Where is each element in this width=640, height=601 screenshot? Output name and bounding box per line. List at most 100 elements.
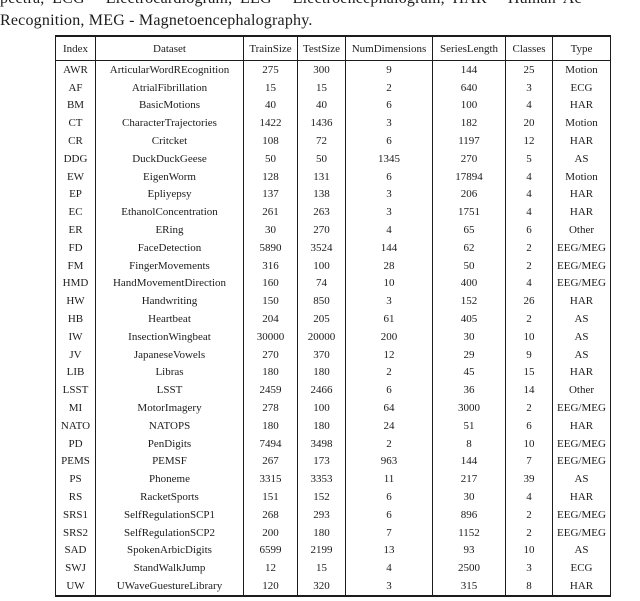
table-cell: PenDigits — [95, 434, 244, 453]
table-cell: HandMovementDirection — [95, 274, 244, 293]
table-cell: Other — [552, 381, 611, 400]
caption-abbreviations-line2: Recognition, MEG - Magnetoencephalograph… — [0, 12, 313, 29]
table-cell: ER — [55, 221, 96, 239]
table-cell: 26 — [505, 292, 553, 311]
table-cell: 180 — [297, 523, 346, 542]
column-header-type: Type — [552, 36, 611, 61]
table-cell: 10 — [505, 327, 553, 346]
table-cell: 15 — [505, 363, 553, 382]
table-cell: 2 — [505, 238, 553, 257]
table-cell: 12 — [345, 345, 433, 364]
table-row: PEMS PEMSF 267 173 963 144 7 EEG/MEG — [55, 452, 611, 471]
table-row: LIB Libras 180 180 2 45 15 HAR — [55, 363, 611, 382]
table-row: MI MotorImagery 278 100 64 3000 2 EEG/MEG — [55, 399, 611, 417]
table-header-row: Index Dataset TrainSize TestSize NumDime… — [55, 36, 611, 61]
table-cell: 100 — [432, 96, 506, 115]
table-cell: 51 — [432, 416, 506, 435]
table-cell: RS — [55, 488, 96, 506]
table-cell: HAR — [552, 185, 611, 204]
table-cell: 182 — [432, 114, 506, 133]
table-cell: 7494 — [243, 434, 298, 453]
table-cell: 206 — [432, 185, 506, 204]
table-cell: JV — [55, 345, 96, 364]
table-cell: AtrialFibrillation — [95, 78, 244, 97]
table-cell: 6 — [505, 221, 553, 239]
table-cell: 2 — [505, 399, 553, 417]
table-cell: 50 — [297, 149, 346, 168]
table-cell: HAR — [552, 96, 611, 115]
table-cell: 3 — [345, 185, 433, 204]
table-cell: 160 — [243, 274, 298, 293]
table-cell: HAR — [552, 416, 611, 435]
table-row: AF AtrialFibrillation 15 15 2 640 3 ECG — [55, 78, 611, 97]
table-cell: AS — [552, 149, 611, 168]
table-cell: EEG/MEG — [552, 505, 611, 524]
table-cell: AF — [55, 78, 96, 97]
table-cell: NATO — [55, 416, 96, 435]
table-cell: 100 — [297, 399, 346, 417]
table-cell: HAR — [552, 292, 611, 311]
table-cell: EC — [55, 203, 96, 222]
table-cell: 10 — [505, 541, 553, 560]
table-row: CR Critcket 108 72 6 1197 12 HAR — [55, 132, 611, 150]
table-cell: BasicMotions — [95, 96, 244, 115]
table-cell: 3 — [345, 114, 433, 133]
caption-abbreviations-line1: pectra, ECG - Electrocardiogram, EEG - E… — [0, 0, 582, 8]
table-cell: 128 — [243, 167, 298, 186]
table-cell: 3524 — [297, 238, 346, 257]
table-cell: 5 — [505, 149, 553, 168]
table-cell: 850 — [297, 292, 346, 311]
table-cell: ArticularWordREcognition — [95, 60, 244, 79]
table-cell: EthanolConcentration — [95, 203, 244, 222]
table-cell: 2 — [345, 434, 433, 453]
table-row: EW EigenWorm 128 131 6 17894 4 Motion — [55, 167, 611, 186]
table-cell: ERing — [95, 221, 244, 239]
column-header-classes: Classes — [505, 36, 553, 61]
table-cell: HAR — [552, 132, 611, 150]
table-cell: 8 — [505, 577, 553, 596]
table-cell: 40 — [243, 96, 298, 115]
table-row: ER ERing 30 270 4 65 6 Other — [55, 221, 611, 239]
table-cell: 108 — [243, 132, 298, 150]
table-cell: HW — [55, 292, 96, 311]
table-cell: 30 — [432, 488, 506, 506]
table-cell: 30000 — [243, 327, 298, 346]
table-cell: EEG/MEG — [552, 256, 611, 275]
table-body: AWR ArticularWordREcognition 275 300 9 144 25 M… — [55, 60, 611, 596]
table-cell: 3 — [345, 292, 433, 311]
table-cell: 65 — [432, 221, 506, 239]
table-cell: 204 — [243, 310, 298, 328]
table-cell: 3498 — [297, 434, 346, 453]
table-cell: Heartbeat — [95, 310, 244, 328]
table-cell: 6 — [345, 132, 433, 150]
table-row: FM FingerMovements 316 100 28 50 2 EEG/MEG — [55, 256, 611, 275]
table-cell: CT — [55, 114, 96, 133]
table-cell: 5890 — [243, 238, 298, 257]
table-cell: FM — [55, 256, 96, 275]
table-cell: 270 — [243, 345, 298, 364]
table-cell: 3 — [345, 577, 433, 596]
table-cell: HAR — [552, 203, 611, 222]
table-cell: 12 — [243, 559, 298, 578]
table-cell: 3315 — [243, 470, 298, 489]
table-cell: Libras — [95, 363, 244, 382]
table-cell: HAR — [552, 363, 611, 382]
table-cell: IW — [55, 327, 96, 346]
table-cell: 11 — [345, 470, 433, 489]
table-cell: 4 — [345, 221, 433, 239]
table-cell: 2466 — [297, 381, 346, 400]
table-cell: SelfRegulationSCP2 — [95, 523, 244, 542]
table-cell: ECG — [552, 559, 611, 578]
table-cell: 4 — [505, 96, 553, 115]
table-cell: NATOPS — [95, 416, 244, 435]
table-cell: AWR — [55, 60, 96, 79]
table-cell: EW — [55, 167, 96, 186]
table-cell: 270 — [297, 221, 346, 239]
table-cell: 152 — [297, 488, 346, 506]
table-cell: 9 — [345, 60, 433, 79]
table-row: NATO NATOPS 180 180 24 51 6 HAR — [55, 416, 611, 435]
table-cell: JapaneseVowels — [95, 345, 244, 364]
table-cell: Motion — [552, 167, 611, 186]
table-row: LSST LSST 2459 2466 6 36 14 Other — [55, 381, 611, 400]
table-cell: 2199 — [297, 541, 346, 560]
